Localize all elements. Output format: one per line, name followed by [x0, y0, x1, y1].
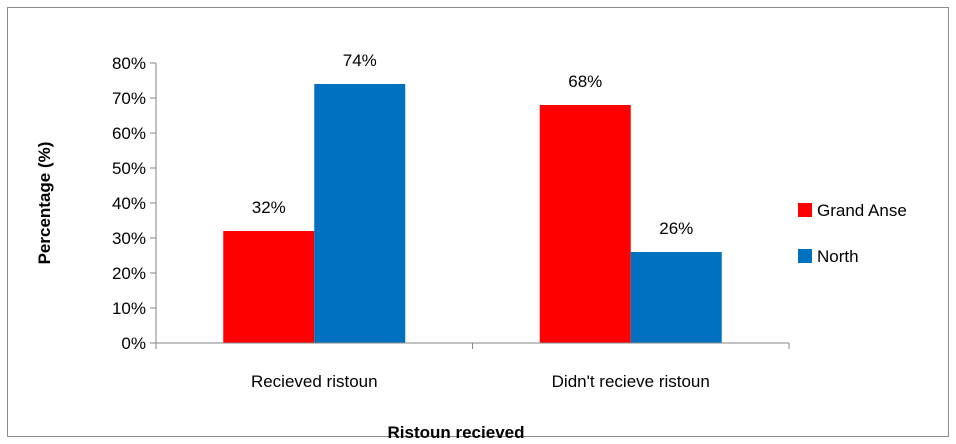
legend-swatch	[798, 203, 812, 217]
bar	[539, 105, 631, 343]
bar	[314, 84, 406, 343]
x-axis-ticks	[155, 343, 790, 349]
category-label: Recieved ristoun	[251, 372, 378, 391]
y-tick-label: 50%	[112, 159, 146, 178]
y-tick-label: 40%	[112, 194, 146, 213]
legend: Grand Anse North	[798, 201, 907, 266]
legend-label: North	[817, 247, 859, 266]
y-tick-label: 10%	[112, 299, 146, 318]
bar	[630, 252, 722, 343]
y-axis-ticks: 0% 10% 20% 30% 40% 50% 60% 70% 80%	[112, 54, 156, 353]
y-tick-label: 0%	[121, 334, 146, 353]
category-label: Didn't recieve ristoun	[552, 372, 710, 391]
y-tick-label: 80%	[112, 54, 146, 73]
data-label: 32%	[252, 198, 286, 217]
category-labels: Recieved ristoun Didn't recieve ristoun	[251, 372, 710, 391]
bars	[223, 84, 722, 343]
y-axis-title: Percentage (%)	[35, 142, 54, 265]
data-label: 68%	[568, 72, 602, 91]
y-tick-label: 20%	[112, 264, 146, 283]
bar	[223, 231, 315, 343]
y-tick-label: 60%	[112, 124, 146, 143]
data-labels: 32% 74% 68% 26%	[252, 51, 694, 238]
y-tick-label: 70%	[112, 89, 146, 108]
legend-label: Grand Anse	[817, 201, 907, 220]
data-label: 26%	[659, 219, 693, 238]
x-axis-title: Ristoun recieved	[388, 423, 525, 442]
data-label: 74%	[343, 51, 377, 70]
y-tick-label: 30%	[112, 229, 146, 248]
legend-swatch	[798, 249, 812, 263]
chart-area	[7, 7, 949, 437]
